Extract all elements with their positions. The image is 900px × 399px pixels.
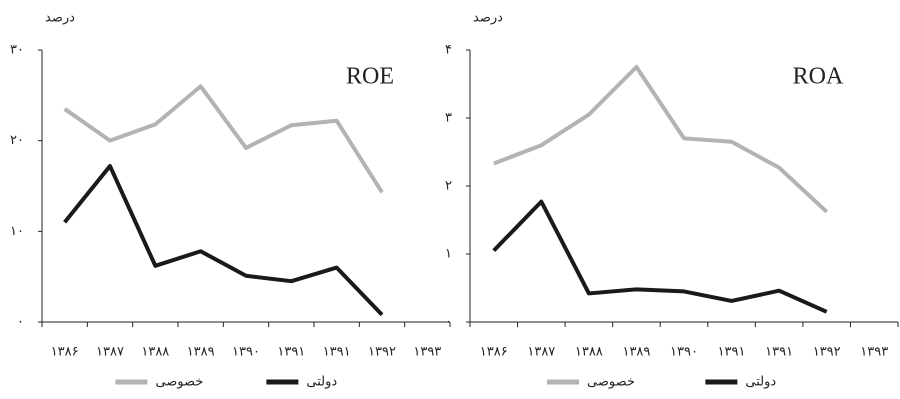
x-tick-label: ۱۳۸۹ bbox=[622, 345, 650, 360]
unit-label: درصد bbox=[45, 11, 75, 26]
annotation: ROE bbox=[346, 64, 394, 90]
x-tick-label: ۱۳۸۸ bbox=[141, 345, 169, 360]
y-tick-label: ۳۰ bbox=[10, 43, 24, 58]
line bbox=[63, 164, 384, 317]
x-tick-label: ۱۳۹۲ bbox=[813, 345, 841, 360]
x-tick-label: ۱۳۸۷ bbox=[96, 345, 124, 360]
y-tick-label: ۲ bbox=[445, 179, 452, 194]
x-tick-label: ۱۳۸۶ bbox=[480, 345, 508, 360]
x-tick-label: ۱۳۸۹ bbox=[187, 345, 215, 360]
line bbox=[63, 84, 384, 194]
x-tick-label: ۱۳۹۰ bbox=[232, 345, 260, 360]
y-tick-label: ۰ bbox=[445, 315, 452, 330]
legend-label: خصوصی bbox=[587, 375, 635, 390]
line bbox=[492, 199, 828, 314]
y-tick-label: ۱ bbox=[445, 247, 452, 262]
y-tick-label: ۱۰ bbox=[10, 224, 24, 239]
x-tick-label: ۱۳۹۲ bbox=[368, 345, 396, 360]
unit-label: درصد bbox=[473, 11, 503, 26]
x-tick-label: ۱۳۹۱ bbox=[718, 345, 746, 360]
y-tick-label: ۴ bbox=[445, 43, 452, 58]
x-tick-label: ۱۳۹۱ bbox=[765, 345, 793, 360]
x-tick-label: ۱۳۹۰ bbox=[670, 345, 698, 360]
annotation: ROA bbox=[793, 64, 844, 90]
x-tick-label: ۱۳۹۱ bbox=[277, 345, 305, 360]
legend-label: دولتی bbox=[745, 375, 776, 390]
legend-label: دولتی bbox=[306, 375, 337, 390]
x-tick-label: ۱۳۸۷ bbox=[527, 345, 555, 360]
y-tick-label: ۳ bbox=[445, 111, 452, 126]
y-tick-label: ۰ bbox=[17, 315, 24, 330]
y-tick-label: ۲۰ bbox=[10, 133, 24, 148]
line bbox=[493, 65, 829, 214]
legend-label: خصوصی bbox=[155, 375, 203, 390]
x-tick-label: ۱۳۸۸ bbox=[575, 345, 603, 360]
x-tick-label: ۱۳۹۳ bbox=[860, 345, 888, 360]
x-tick-label: ۱۳۸۶ bbox=[51, 345, 79, 360]
x-tick-label: ۱۳۹۳ bbox=[413, 345, 441, 360]
x-tick-label: ۱۳۹۱ bbox=[323, 345, 351, 360]
